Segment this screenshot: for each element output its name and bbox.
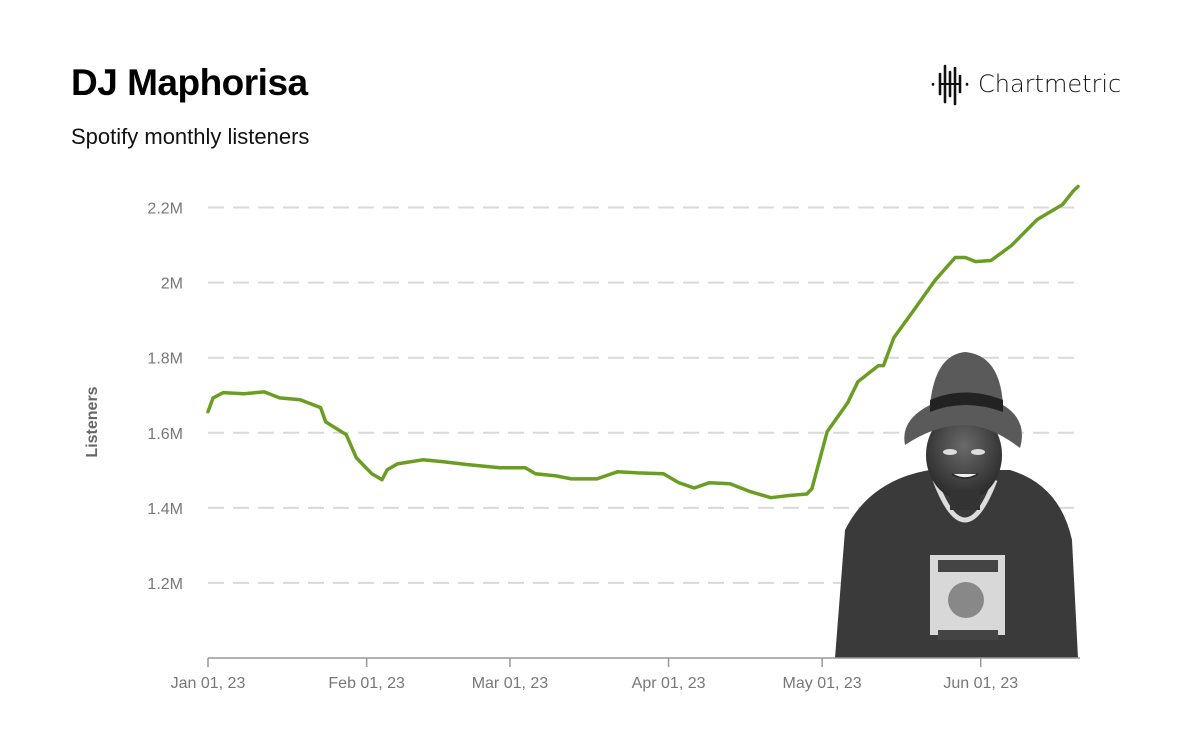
chart-subtitle: Spotify monthly listeners (71, 124, 310, 149)
y-tick-label: 1.8M (147, 351, 183, 368)
y-axis-title: Listeners (84, 386, 101, 457)
y-tick-label: 2.2M (147, 201, 183, 218)
y-tick-label: 1.2M (147, 576, 183, 593)
x-tick-label: Feb 01, 23 (328, 675, 405, 692)
brand-logo: Chartmetric (930, 62, 1121, 106)
y-tick-label: 1.6M (147, 426, 183, 443)
waveform-icon (931, 64, 969, 106)
page-title: DJ Maphorisa (71, 62, 308, 103)
x-tick-label: Jan 01, 23 (171, 675, 246, 692)
artist-photo (835, 352, 1078, 658)
y-tick-label: 1.4M (147, 501, 183, 518)
x-tick-label: May 01, 23 (783, 675, 862, 692)
brand-name: Chartmetric (978, 70, 1122, 98)
x-tick-label: Mar 01, 23 (472, 675, 549, 692)
y-tick-label: 2M (161, 276, 183, 293)
series-line (206, 184, 1080, 500)
x-tick-label: Apr 01, 23 (632, 675, 706, 692)
x-tick-label: Jun 01, 23 (943, 675, 1018, 692)
